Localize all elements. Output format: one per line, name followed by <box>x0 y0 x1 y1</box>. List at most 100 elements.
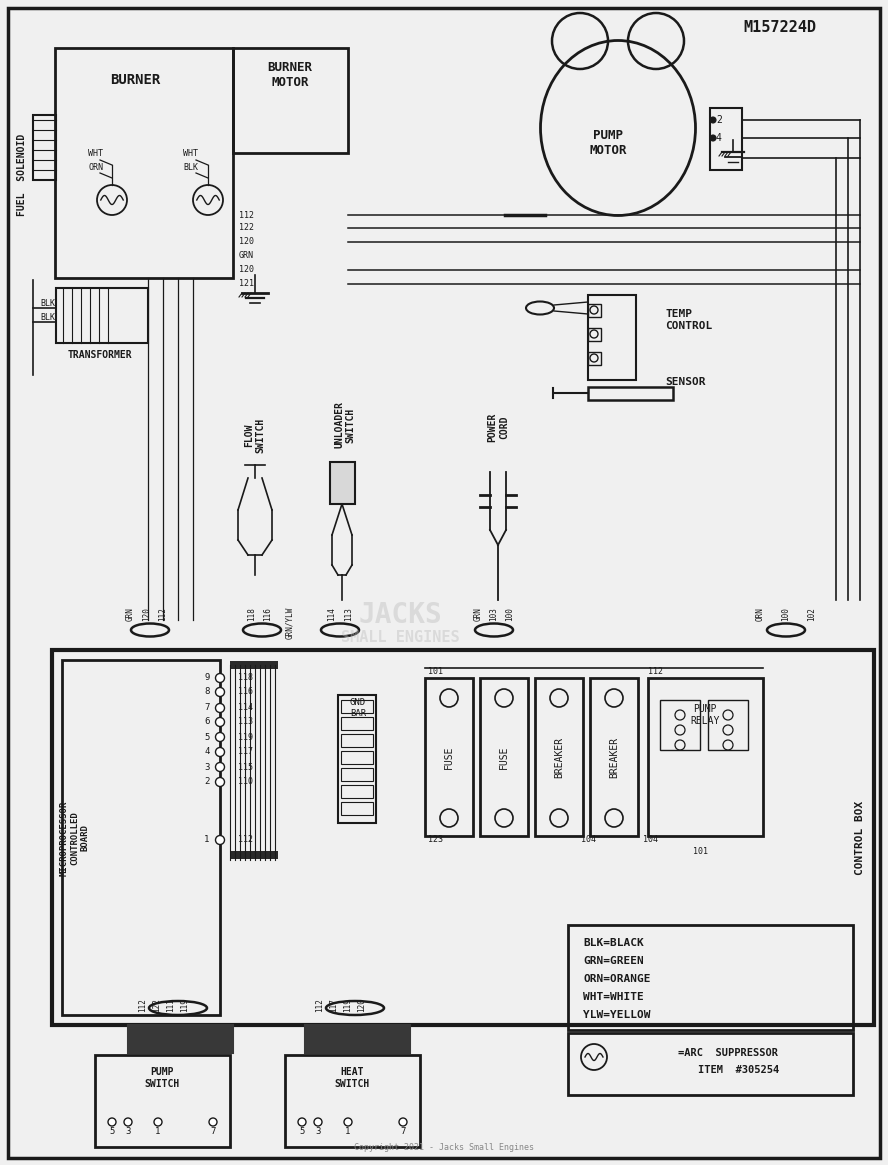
Bar <box>341 768 373 781</box>
Bar <box>338 696 376 822</box>
Circle shape <box>209 1118 217 1127</box>
Bar <box>330 463 355 504</box>
Text: 117: 117 <box>238 748 253 756</box>
Text: GRN: GRN <box>239 252 254 261</box>
Text: FUSE: FUSE <box>499 746 509 769</box>
Text: TRANSFORMER: TRANSFORMER <box>68 350 132 360</box>
Text: 3: 3 <box>315 1128 321 1137</box>
Text: 120: 120 <box>239 238 254 247</box>
Text: 120: 120 <box>358 998 367 1012</box>
Text: ORN: ORN <box>88 162 103 171</box>
Text: GND
BAR: GND BAR <box>350 698 366 718</box>
Circle shape <box>108 1118 116 1127</box>
Bar <box>588 387 673 400</box>
Text: 120: 120 <box>142 607 152 621</box>
Text: 5: 5 <box>109 1128 115 1137</box>
Text: JACKS: JACKS <box>358 601 442 629</box>
Text: 118: 118 <box>248 607 257 621</box>
Bar <box>285 1055 420 1148</box>
Bar <box>230 661 278 669</box>
Text: M157224D: M157224D <box>743 21 816 35</box>
Text: 113: 113 <box>345 607 353 621</box>
Bar <box>588 352 601 365</box>
Text: 104: 104 <box>643 835 657 845</box>
Bar <box>535 678 583 836</box>
Text: 112: 112 <box>238 835 253 845</box>
Bar <box>588 295 636 380</box>
Text: YLW=YELLOW: YLW=YELLOW <box>583 1010 651 1021</box>
Text: 112: 112 <box>315 998 324 1012</box>
Text: 9: 9 <box>204 673 210 683</box>
Text: POWER
CORD: POWER CORD <box>488 412 509 442</box>
Text: PUMP
RELAY: PUMP RELAY <box>690 704 719 726</box>
Text: =ARC  SUPPRESSOR: =ARC SUPPRESSOR <box>678 1048 778 1058</box>
Text: 104: 104 <box>581 835 596 845</box>
Bar <box>588 329 601 341</box>
Text: FUEL  SOLENOID: FUEL SOLENOID <box>17 134 27 217</box>
Text: WHT=WHITE: WHT=WHITE <box>583 993 644 1002</box>
Bar <box>590 678 638 836</box>
Bar <box>708 700 748 750</box>
Text: ORN: ORN <box>756 607 765 621</box>
Circle shape <box>216 687 225 697</box>
Text: SMALL ENGINES: SMALL ENGINES <box>341 630 459 645</box>
Text: 113: 113 <box>238 718 253 727</box>
Text: 122: 122 <box>153 998 162 1012</box>
Circle shape <box>216 704 225 713</box>
Bar <box>341 700 373 713</box>
Text: 121: 121 <box>239 280 254 289</box>
Bar <box>230 850 278 859</box>
Text: MICROPROCESSOR
CONTROLLED
BOARD: MICROPROCESSOR CONTROLLED BOARD <box>60 800 90 876</box>
Text: 1: 1 <box>345 1128 351 1137</box>
Text: 114: 114 <box>238 704 253 713</box>
Bar <box>52 650 874 1025</box>
Circle shape <box>216 777 225 786</box>
Text: UNLOADER
SWITCH: UNLOADER SWITCH <box>334 402 356 449</box>
Bar <box>648 678 763 836</box>
Text: 101: 101 <box>693 847 708 856</box>
Text: 116: 116 <box>264 607 273 621</box>
Text: GRN/YLW: GRN/YLW <box>286 607 295 640</box>
Text: BURNER: BURNER <box>110 73 160 87</box>
Text: 3: 3 <box>204 763 210 771</box>
Text: 7: 7 <box>210 1128 216 1137</box>
Text: 6: 6 <box>204 718 210 727</box>
Bar <box>33 115 56 181</box>
Text: ORN=ORANGE: ORN=ORANGE <box>583 974 651 984</box>
Text: 111: 111 <box>167 998 176 1012</box>
Text: 120: 120 <box>239 266 254 275</box>
Text: FUSE: FUSE <box>444 746 454 769</box>
Circle shape <box>216 763 225 771</box>
Text: 101: 101 <box>428 668 443 677</box>
Text: 8: 8 <box>204 687 210 697</box>
Text: 119: 119 <box>180 998 189 1012</box>
Text: BLK=BLACK: BLK=BLACK <box>583 938 644 948</box>
Circle shape <box>124 1118 132 1127</box>
Text: CONTROL BOX: CONTROL BOX <box>855 800 865 875</box>
Text: 123: 123 <box>428 835 443 845</box>
Bar <box>341 751 373 764</box>
Text: ITEM  #305254: ITEM #305254 <box>698 1065 780 1075</box>
Text: PUMP
SWITCH: PUMP SWITCH <box>145 1067 179 1089</box>
Bar <box>62 661 220 1015</box>
Text: 4: 4 <box>204 748 210 756</box>
Text: PUMP
MOTOR: PUMP MOTOR <box>590 129 627 157</box>
Text: 2: 2 <box>716 115 722 125</box>
Text: 112: 112 <box>158 607 168 621</box>
Text: HEAT
SWITCH: HEAT SWITCH <box>335 1067 369 1089</box>
Text: TEMP
CONTROL: TEMP CONTROL <box>665 309 712 331</box>
Bar <box>568 925 853 1030</box>
Bar <box>341 734 373 747</box>
Circle shape <box>314 1118 322 1127</box>
Bar <box>480 678 528 836</box>
Bar <box>56 288 148 343</box>
Bar <box>233 48 348 153</box>
Bar <box>55 48 233 278</box>
Text: GRN=GREEN: GRN=GREEN <box>583 956 644 966</box>
Text: 112: 112 <box>648 668 663 677</box>
Bar <box>660 700 700 750</box>
Text: GRN: GRN <box>125 607 134 621</box>
Text: 117: 117 <box>329 998 338 1012</box>
Text: GRN: GRN <box>473 607 482 621</box>
Circle shape <box>154 1118 162 1127</box>
